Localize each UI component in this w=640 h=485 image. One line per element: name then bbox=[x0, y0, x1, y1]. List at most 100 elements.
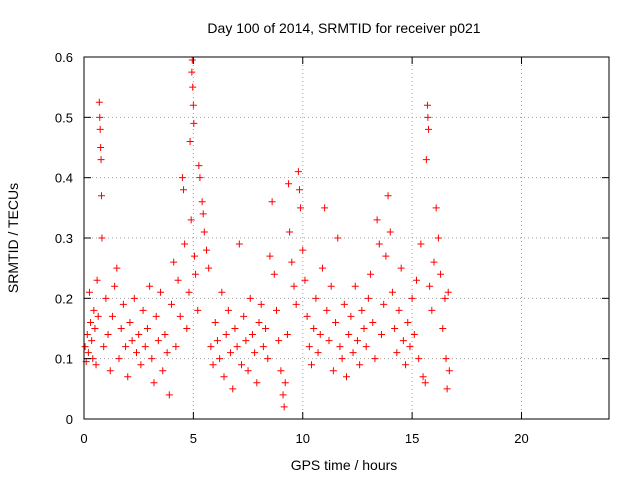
data-point bbox=[325, 337, 333, 345]
data-point bbox=[97, 156, 105, 164]
data-point bbox=[332, 318, 340, 326]
data-point bbox=[90, 306, 98, 314]
data-point bbox=[122, 343, 130, 351]
data-point bbox=[205, 264, 213, 272]
data-point bbox=[264, 355, 272, 363]
data-point bbox=[305, 343, 313, 351]
data-point bbox=[159, 367, 167, 375]
data-point bbox=[100, 343, 108, 351]
data-point bbox=[96, 113, 104, 121]
data-point bbox=[367, 270, 375, 278]
x-axis-title: GPS time / hours bbox=[291, 457, 398, 473]
data-point bbox=[141, 343, 149, 351]
data-point bbox=[150, 379, 158, 387]
data-point bbox=[360, 325, 368, 332]
data-point bbox=[152, 312, 160, 320]
data-point bbox=[229, 385, 237, 393]
data-point bbox=[91, 325, 99, 332]
data-point bbox=[285, 180, 293, 188]
data-point bbox=[413, 276, 420, 284]
data-point bbox=[421, 379, 429, 387]
data-point bbox=[358, 306, 366, 314]
data-point bbox=[426, 282, 434, 290]
data-point bbox=[321, 204, 329, 212]
data-point bbox=[327, 282, 335, 290]
data-point bbox=[406, 343, 414, 351]
data-point bbox=[268, 198, 276, 206]
data-point bbox=[262, 325, 270, 332]
data-point bbox=[375, 240, 383, 248]
data-point bbox=[386, 228, 394, 236]
data-point bbox=[397, 264, 405, 272]
data-point bbox=[188, 68, 196, 76]
data-point bbox=[157, 288, 165, 296]
data-point bbox=[408, 294, 416, 302]
axis-ticks: 0 0.1 0.2 0.3 0.4 0.5 0.6 0 5 10 15 20 bbox=[55, 50, 609, 446]
data-point bbox=[126, 318, 134, 326]
data-point bbox=[222, 331, 230, 339]
data-point bbox=[83, 331, 91, 339]
data-point bbox=[297, 204, 305, 212]
data-point bbox=[189, 83, 197, 91]
data-point bbox=[310, 325, 318, 332]
data-point bbox=[443, 385, 451, 393]
data-point bbox=[399, 337, 407, 345]
data-point bbox=[378, 331, 385, 339]
data-point bbox=[369, 318, 377, 326]
data-point bbox=[189, 101, 197, 109]
y-tick-label: 0.4 bbox=[55, 171, 73, 186]
data-point bbox=[303, 312, 311, 320]
data-point bbox=[190, 252, 198, 260]
data-point bbox=[161, 331, 169, 339]
data-point bbox=[255, 318, 263, 326]
data-point bbox=[194, 306, 202, 314]
data-point bbox=[294, 168, 302, 176]
data-point bbox=[283, 331, 291, 339]
data-point bbox=[290, 282, 298, 290]
data-point bbox=[96, 125, 104, 133]
data-point bbox=[92, 361, 100, 369]
data-point bbox=[442, 355, 450, 363]
data-point bbox=[417, 240, 425, 248]
data-point bbox=[364, 294, 372, 302]
data-point bbox=[87, 318, 95, 326]
data-point bbox=[356, 361, 364, 369]
data-point bbox=[318, 264, 326, 272]
data-point bbox=[113, 264, 121, 272]
data-point bbox=[329, 367, 337, 375]
data-point bbox=[185, 288, 193, 296]
data-point bbox=[108, 312, 116, 320]
data-point bbox=[137, 361, 145, 369]
data-point bbox=[373, 216, 381, 224]
data-point bbox=[174, 276, 182, 284]
data-point bbox=[168, 300, 175, 308]
data-point bbox=[362, 343, 370, 351]
data-point bbox=[434, 234, 442, 242]
data-point bbox=[439, 325, 447, 332]
data-point bbox=[190, 119, 198, 127]
data-point bbox=[198, 198, 206, 206]
data-point bbox=[181, 240, 189, 248]
data-point bbox=[402, 361, 410, 369]
data-point bbox=[95, 98, 103, 106]
y-tick-label: 0 bbox=[66, 412, 73, 427]
data-point bbox=[98, 234, 106, 242]
data-point bbox=[154, 337, 162, 345]
data-point bbox=[395, 306, 403, 314]
data-point bbox=[419, 373, 427, 381]
data-point bbox=[384, 192, 392, 200]
data-point bbox=[288, 258, 296, 266]
data-point bbox=[238, 361, 245, 369]
data-point bbox=[353, 337, 361, 345]
data-point bbox=[349, 349, 357, 357]
data-point bbox=[231, 325, 239, 332]
data-point bbox=[143, 325, 151, 332]
data-point bbox=[242, 337, 250, 345]
data-point bbox=[280, 403, 288, 411]
data-point bbox=[270, 270, 278, 278]
data-point bbox=[277, 367, 285, 375]
data-point bbox=[203, 246, 210, 254]
data-point bbox=[391, 325, 399, 332]
data-point bbox=[347, 312, 355, 320]
